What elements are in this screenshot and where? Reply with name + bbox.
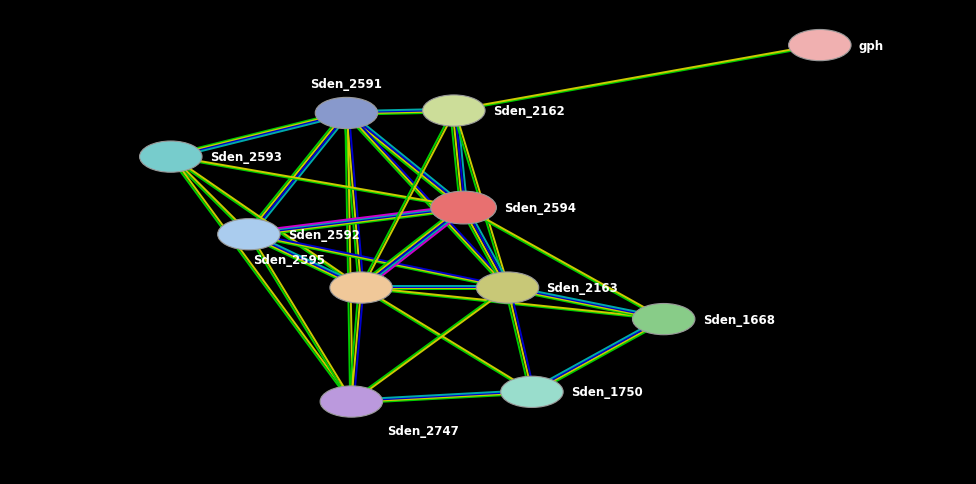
Text: Sden_2593: Sden_2593 xyxy=(210,151,282,164)
Text: Sden_2747: Sden_2747 xyxy=(387,424,460,438)
Text: gph: gph xyxy=(859,40,884,52)
Text: Sden_2591: Sden_2591 xyxy=(310,77,383,91)
Text: Sden_2162: Sden_2162 xyxy=(493,105,565,118)
Ellipse shape xyxy=(330,272,392,303)
Text: Sden_2592: Sden_2592 xyxy=(288,228,360,241)
Text: Sden_2163: Sden_2163 xyxy=(547,282,619,294)
Text: Sden_2594: Sden_2594 xyxy=(505,202,576,214)
Ellipse shape xyxy=(430,192,497,225)
Ellipse shape xyxy=(315,98,378,129)
Ellipse shape xyxy=(320,386,383,417)
Text: Sden_1668: Sden_1668 xyxy=(703,313,775,326)
Text: Sden_1750: Sden_1750 xyxy=(571,386,643,398)
Ellipse shape xyxy=(789,30,851,61)
Ellipse shape xyxy=(218,219,280,250)
Ellipse shape xyxy=(476,272,539,303)
Text: Sden_2595: Sden_2595 xyxy=(253,254,325,267)
Ellipse shape xyxy=(423,96,485,127)
Ellipse shape xyxy=(140,142,202,173)
Ellipse shape xyxy=(632,304,695,335)
Ellipse shape xyxy=(501,377,563,408)
